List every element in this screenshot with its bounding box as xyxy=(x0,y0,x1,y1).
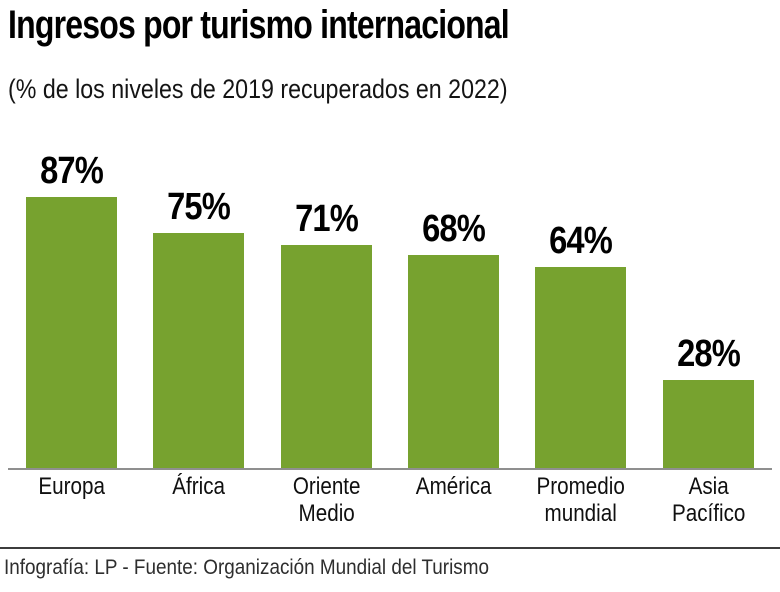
bar-chart-plot-area: 87% 75% 71% 68% 64% 28% xyxy=(8,150,772,470)
bar-column-america: 68% xyxy=(390,150,517,468)
bar-europa xyxy=(26,197,118,468)
bar-column-africa: 75% xyxy=(135,150,262,468)
category-label-america: América xyxy=(415,473,492,500)
category-label-africa: África xyxy=(172,473,226,500)
bar-value-label: 64% xyxy=(549,220,614,262)
category-label-oriente-medio: Oriente Medio xyxy=(292,473,361,527)
bar-value-label: 87% xyxy=(40,150,104,192)
category-label-asia-pacifico: Asia Pacífico xyxy=(671,473,746,527)
bar-value-label: 75% xyxy=(167,186,232,228)
bar-value-label: 71% xyxy=(294,198,359,240)
bar-promedio-mundial xyxy=(535,267,627,468)
footer-divider xyxy=(0,547,780,549)
bar-africa xyxy=(153,233,245,468)
category-label-europa: Europa xyxy=(38,473,105,500)
source-credit: Infografía: LP - Fuente: Organización Mu… xyxy=(4,556,490,579)
bar-column-asia-pacifico: 28% xyxy=(645,150,772,468)
page-title: Ingresos por turismo internacional xyxy=(8,3,510,47)
category-label-promedio-mundial: Promedio mundial xyxy=(536,473,626,527)
page-subtitle: (% de los niveles de 2019 recuperados en… xyxy=(8,74,508,104)
bar-america xyxy=(408,255,500,468)
bar-value-label: 28% xyxy=(676,333,741,375)
bar-value-label: 68% xyxy=(422,208,486,250)
x-axis-category-labels: Europa África Oriente Medio América Promedio m… xyxy=(8,473,772,528)
bar-column-promedio-mundial: 64% xyxy=(517,150,644,468)
bar-column-europa: 87% xyxy=(8,150,135,468)
bar-asia-pacifico xyxy=(662,380,754,468)
bar-oriente-medio xyxy=(280,245,372,468)
bar-column-oriente-medio: 71% xyxy=(263,150,390,468)
chart-header: Ingresos por turismo internacional (% de… xyxy=(0,0,780,105)
